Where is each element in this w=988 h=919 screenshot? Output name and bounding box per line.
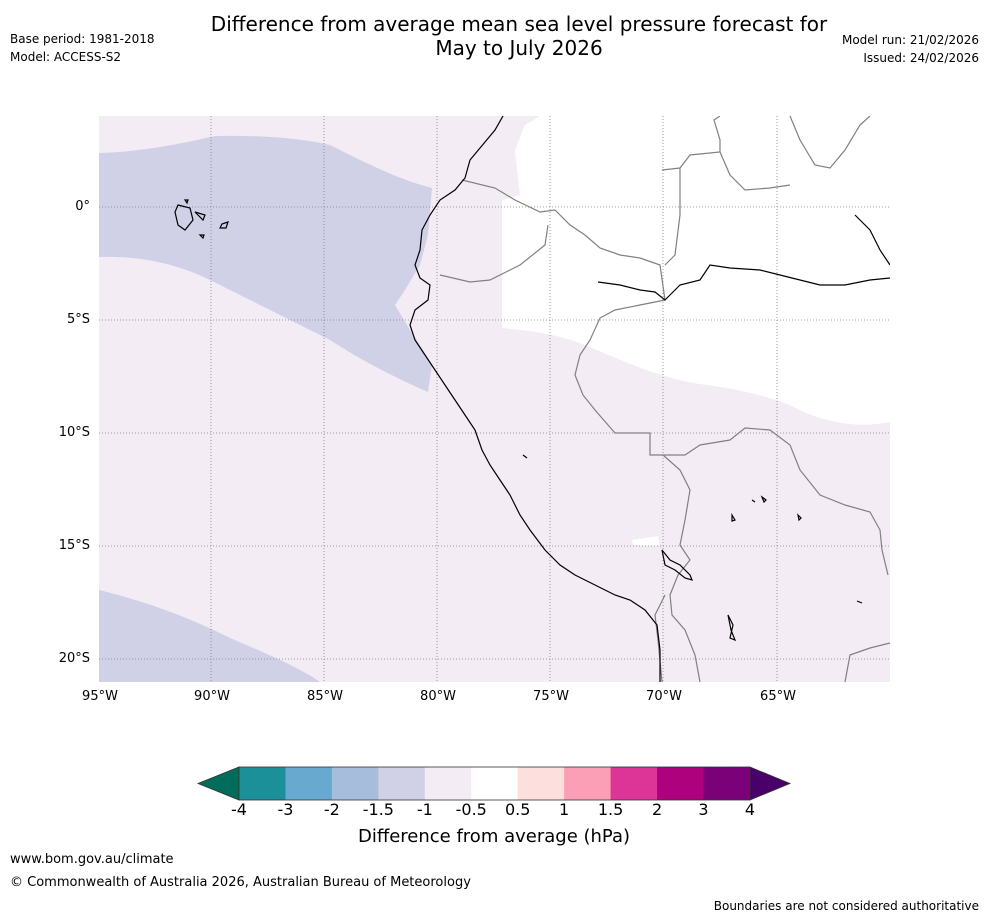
colorbar-tick-label: 0.5 (504, 800, 531, 819)
base-period: Base period: 1981-2018 (10, 32, 155, 46)
colorbar-extend-low (196, 766, 240, 801)
lon-label-70w: 70°W (646, 689, 682, 704)
lon-label-90w: 90°W (194, 689, 230, 704)
colorbar-tick-label: 4 (744, 800, 756, 819)
colorbar-segment (517, 767, 565, 800)
colorbar-segment (378, 767, 426, 800)
model-name: Model: ACCESS-S2 (10, 50, 122, 64)
anomaly-negative-region-north (99, 135, 432, 392)
lat-label-10s: 10°S (58, 425, 90, 440)
lat-label-15s: 15°S (58, 538, 90, 553)
lon-label-80w: 80°W (420, 689, 456, 704)
lat-label-20s: 20°S (58, 651, 90, 666)
colorbar-title: Difference from average (hPa) (357, 826, 631, 847)
colorbar-segment (703, 767, 751, 800)
colorbar-tick-label: 2 (651, 800, 663, 819)
lon-label-75w: 75°W (533, 689, 569, 704)
colorbar-segment (239, 767, 286, 800)
colorbar-tick-label: -0.5 (455, 800, 487, 819)
colorbar-tick-label: -4 (231, 800, 247, 819)
colorbar-extend-high (749, 766, 792, 801)
country-borders (439, 116, 890, 682)
colorbar-segment (610, 767, 658, 800)
lon-label-95w: 95°W (82, 689, 118, 704)
colorbar-segment (285, 767, 333, 800)
issued-date: Issued: 24/02/2026 (863, 51, 979, 65)
colorbar-tick-label: -3 (277, 800, 294, 819)
colorbar-segment (471, 767, 519, 800)
coastlines (174, 116, 890, 682)
footer-url: www.bom.gov.au/climate (10, 852, 174, 867)
model-run: Model run: 21/02/2026 (841, 33, 979, 47)
title-line-1: Difference from average mean sea level p… (210, 12, 828, 36)
lon-label-65w: 65°W (760, 689, 796, 704)
footer-copyright: © Commonwealth of Australia 2026, Austra… (10, 875, 471, 890)
chart-title: Difference from average mean sea level p… (0, 12, 988, 60)
colorbar-segment (331, 767, 379, 800)
lon-label-85w: 85°W (307, 689, 343, 704)
meta-right: Model run: 21/02/2026 Issued: 24/02/2026 (842, 31, 979, 67)
colorbar-tick-label: -2 (323, 800, 340, 819)
colorbar-tick-label: 3 (698, 800, 709, 819)
colorbar-tick-label: 1 (559, 800, 570, 819)
gridlines (99, 116, 890, 682)
footer-disclaimer: Boundaries are not considered authoritat… (713, 899, 979, 913)
colorbar-segment (564, 767, 612, 800)
lat-label-5s: 5°S (66, 312, 90, 327)
title-line-2: May to July 2026 (435, 36, 603, 60)
meta-left: Base period: 1981-2018 Model: ACCESS-S2 (10, 30, 155, 66)
colorbar-tick-label: 1.5 (597, 800, 624, 819)
colorbar-segment (424, 767, 472, 800)
anomaly-neutral-region (502, 116, 890, 546)
lat-label-0: 0° (75, 199, 90, 214)
colorbar-outline (238, 766, 751, 801)
colorbar-tick-label: -1.5 (362, 800, 394, 819)
colorbar-segment (657, 767, 704, 800)
colorbar-tick-label: -1 (416, 800, 433, 819)
